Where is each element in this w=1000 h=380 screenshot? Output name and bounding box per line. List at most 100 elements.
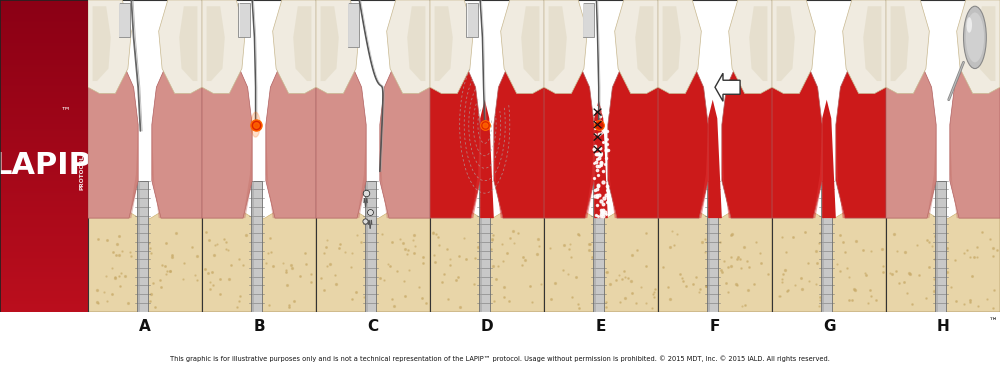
Polygon shape	[366, 181, 368, 312]
Polygon shape	[708, 100, 722, 218]
Polygon shape	[521, 6, 539, 81]
Polygon shape	[88, 37, 138, 218]
Polygon shape	[608, 37, 658, 218]
Polygon shape	[699, 125, 708, 218]
Polygon shape	[935, 181, 946, 312]
Polygon shape	[243, 125, 252, 218]
Polygon shape	[658, 200, 772, 312]
Text: B: B	[253, 319, 265, 334]
Polygon shape	[593, 181, 604, 312]
Polygon shape	[348, 3, 359, 47]
Polygon shape	[886, 0, 929, 93]
Polygon shape	[927, 125, 936, 218]
Polygon shape	[152, 125, 161, 218]
Polygon shape	[494, 37, 544, 218]
Polygon shape	[202, 0, 245, 93]
Text: H: H	[937, 319, 949, 334]
Polygon shape	[749, 6, 767, 81]
Polygon shape	[471, 125, 480, 218]
Text: ™: ™	[60, 105, 70, 115]
Polygon shape	[380, 125, 389, 218]
Polygon shape	[202, 37, 252, 218]
Polygon shape	[729, 0, 772, 93]
Polygon shape	[863, 6, 881, 81]
Polygon shape	[430, 0, 473, 93]
Polygon shape	[772, 0, 815, 93]
Polygon shape	[430, 0, 544, 312]
Polygon shape	[658, 37, 708, 218]
Polygon shape	[466, 3, 478, 37]
Polygon shape	[88, 200, 202, 312]
FancyArrow shape	[715, 73, 740, 101]
Polygon shape	[891, 6, 909, 81]
Polygon shape	[357, 125, 366, 218]
Polygon shape	[238, 3, 250, 37]
Polygon shape	[266, 37, 316, 218]
Circle shape	[966, 17, 972, 33]
Polygon shape	[480, 100, 494, 218]
Text: G: G	[823, 319, 835, 334]
Polygon shape	[202, 200, 316, 312]
Polygon shape	[387, 0, 430, 93]
Polygon shape	[152, 37, 202, 218]
Polygon shape	[594, 181, 596, 312]
Polygon shape	[544, 0, 658, 312]
Polygon shape	[501, 0, 544, 93]
Polygon shape	[663, 6, 681, 81]
Polygon shape	[886, 200, 1000, 312]
Text: ™: ™	[989, 317, 998, 326]
Polygon shape	[813, 125, 822, 218]
Polygon shape	[658, 0, 772, 312]
Polygon shape	[707, 181, 718, 312]
Text: E: E	[596, 319, 606, 334]
Polygon shape	[430, 37, 480, 218]
Polygon shape	[544, 200, 658, 312]
Polygon shape	[316, 200, 430, 312]
Polygon shape	[608, 125, 617, 218]
Polygon shape	[950, 37, 1000, 218]
Polygon shape	[836, 37, 886, 218]
Polygon shape	[251, 181, 262, 312]
Text: LAPIP: LAPIP	[0, 150, 91, 180]
Polygon shape	[615, 0, 658, 93]
Polygon shape	[273, 0, 316, 93]
Polygon shape	[202, 0, 316, 312]
Text: C: C	[367, 319, 379, 334]
Polygon shape	[583, 3, 594, 37]
Polygon shape	[544, 37, 594, 218]
Polygon shape	[544, 0, 587, 93]
Polygon shape	[594, 100, 608, 218]
Polygon shape	[480, 181, 482, 312]
Text: F: F	[710, 319, 720, 334]
Text: A: A	[139, 319, 151, 334]
Polygon shape	[886, 0, 1000, 312]
Polygon shape	[772, 0, 886, 312]
Polygon shape	[137, 181, 148, 312]
Text: This graphic is for illustrative purposes only and is not a technical representa: This graphic is for illustrative purpose…	[170, 356, 830, 363]
Polygon shape	[772, 37, 822, 218]
Polygon shape	[266, 125, 275, 218]
Text: D: D	[481, 319, 493, 334]
Polygon shape	[293, 6, 311, 81]
Polygon shape	[722, 37, 772, 218]
Polygon shape	[822, 181, 824, 312]
Polygon shape	[321, 6, 339, 81]
Polygon shape	[977, 6, 995, 81]
Polygon shape	[407, 6, 425, 81]
Polygon shape	[365, 181, 376, 312]
Polygon shape	[316, 37, 366, 218]
Polygon shape	[936, 181, 938, 312]
Polygon shape	[821, 181, 832, 312]
Text: PROTOCOL: PROTOCOL	[79, 154, 84, 190]
Polygon shape	[549, 6, 567, 81]
Polygon shape	[722, 125, 731, 218]
Polygon shape	[585, 125, 594, 218]
Polygon shape	[138, 181, 140, 312]
Polygon shape	[380, 37, 430, 218]
Polygon shape	[93, 6, 111, 81]
Polygon shape	[494, 125, 503, 218]
Polygon shape	[88, 0, 202, 312]
Circle shape	[966, 13, 984, 62]
Polygon shape	[316, 0, 430, 312]
Polygon shape	[316, 0, 359, 93]
